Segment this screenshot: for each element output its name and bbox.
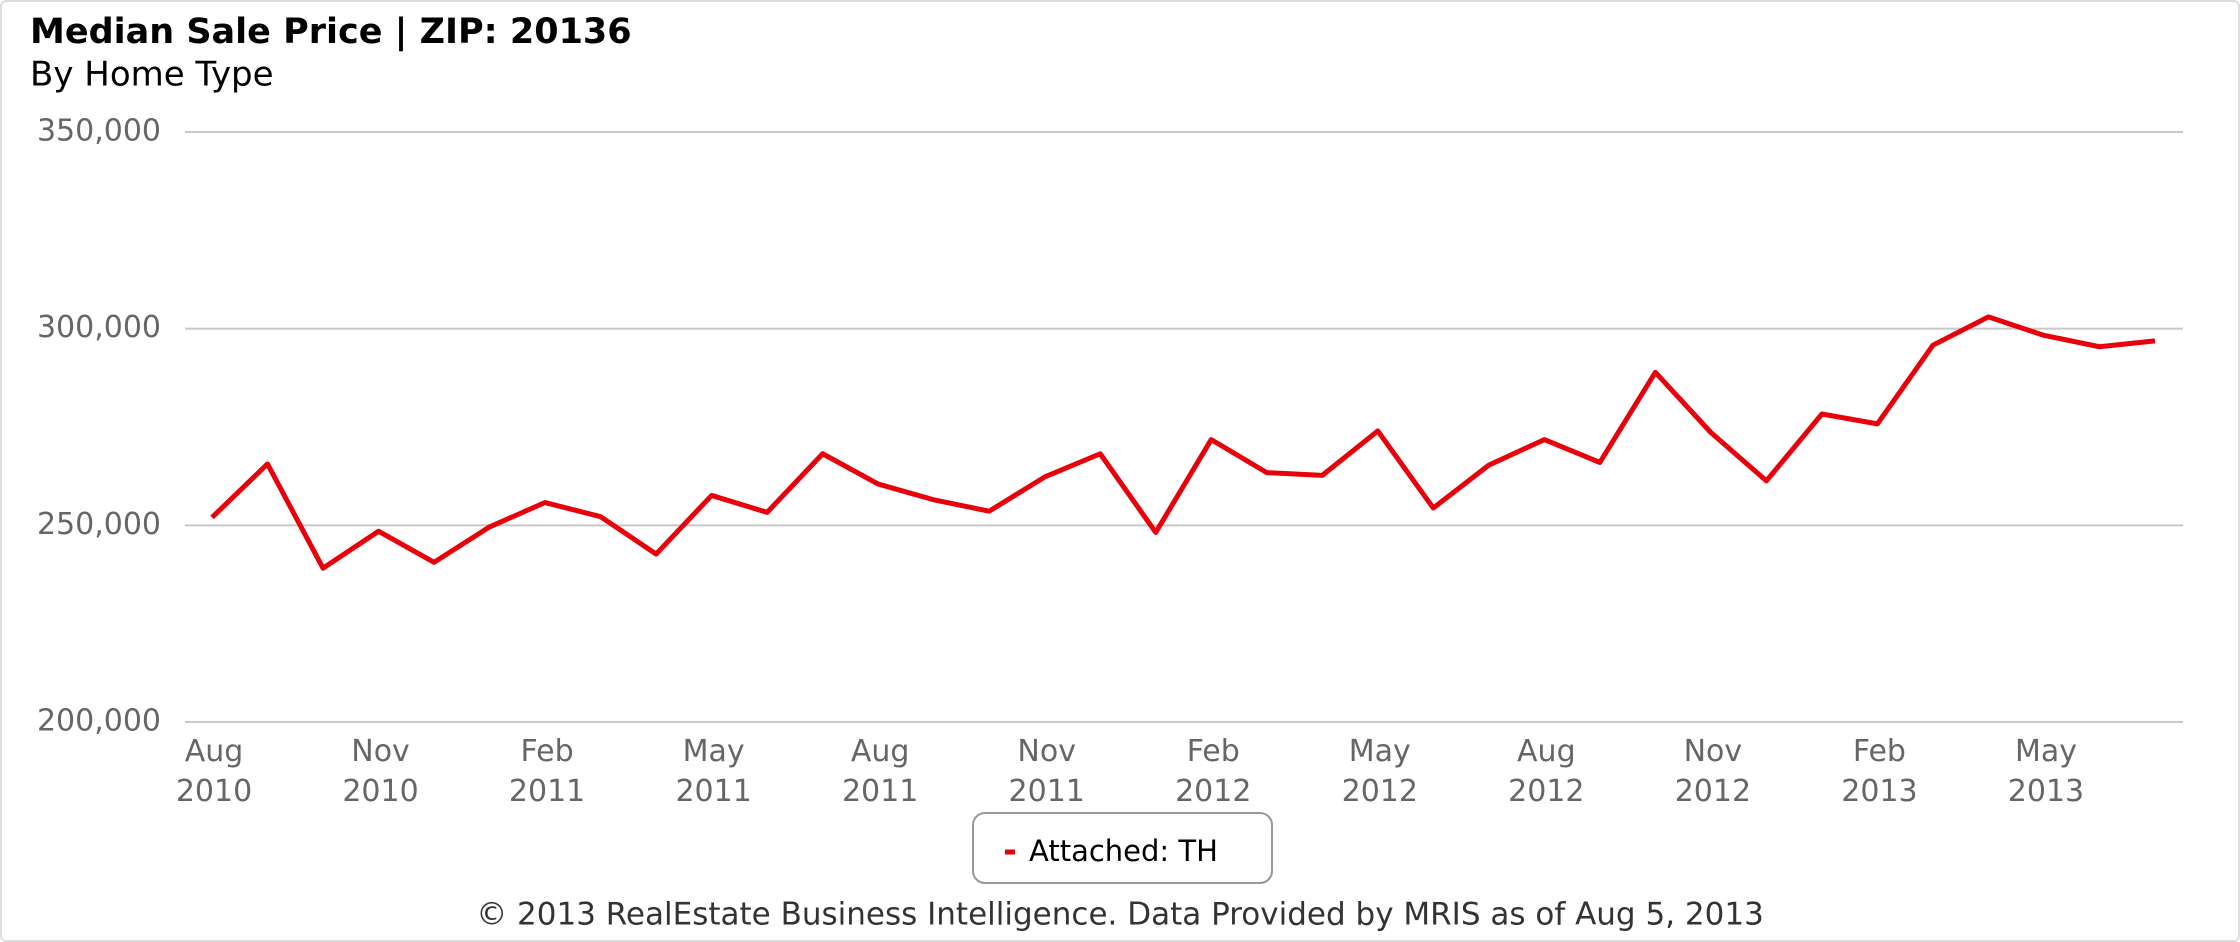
x-tick-label: Feb 2013 [1841, 734, 1918, 809]
x-tick-label: Nov 2012 [1674, 734, 1752, 809]
x-tick-label: Feb 2012 [1175, 734, 1252, 809]
y-tick-label: 250,000 [37, 507, 161, 542]
x-tick-label: Aug 2012 [1508, 734, 1585, 809]
x-tick-label: May 2013 [2007, 734, 2085, 809]
y-tick-label: 350,000 [37, 114, 161, 149]
line-series [210, 314, 2156, 571]
legend-label: Attached: TH [1029, 834, 1218, 868]
chart-title: Median Sale Price | ZIP: 20136 [30, 12, 632, 52]
y-tick-label: 300,000 [37, 310, 161, 345]
chart-subtitle: By Home Type [30, 55, 274, 95]
footer: © 2013 RealEstate Business Intelligence.… [476, 897, 1764, 933]
legend-box [972, 812, 1273, 884]
y-tick-label: 200,000 [37, 704, 161, 739]
x-tick-label: Nov 2010 [342, 734, 419, 809]
x-tick-label: Aug 2011 [841, 734, 919, 809]
x-tick-label: Nov 2011 [1008, 734, 1085, 809]
x-tick-label: Feb 2011 [508, 734, 586, 809]
x-tick-label: Aug 2010 [175, 734, 253, 809]
x-tick-label: May 2011 [675, 734, 752, 809]
x-tick-label: May 2012 [1341, 734, 1418, 809]
